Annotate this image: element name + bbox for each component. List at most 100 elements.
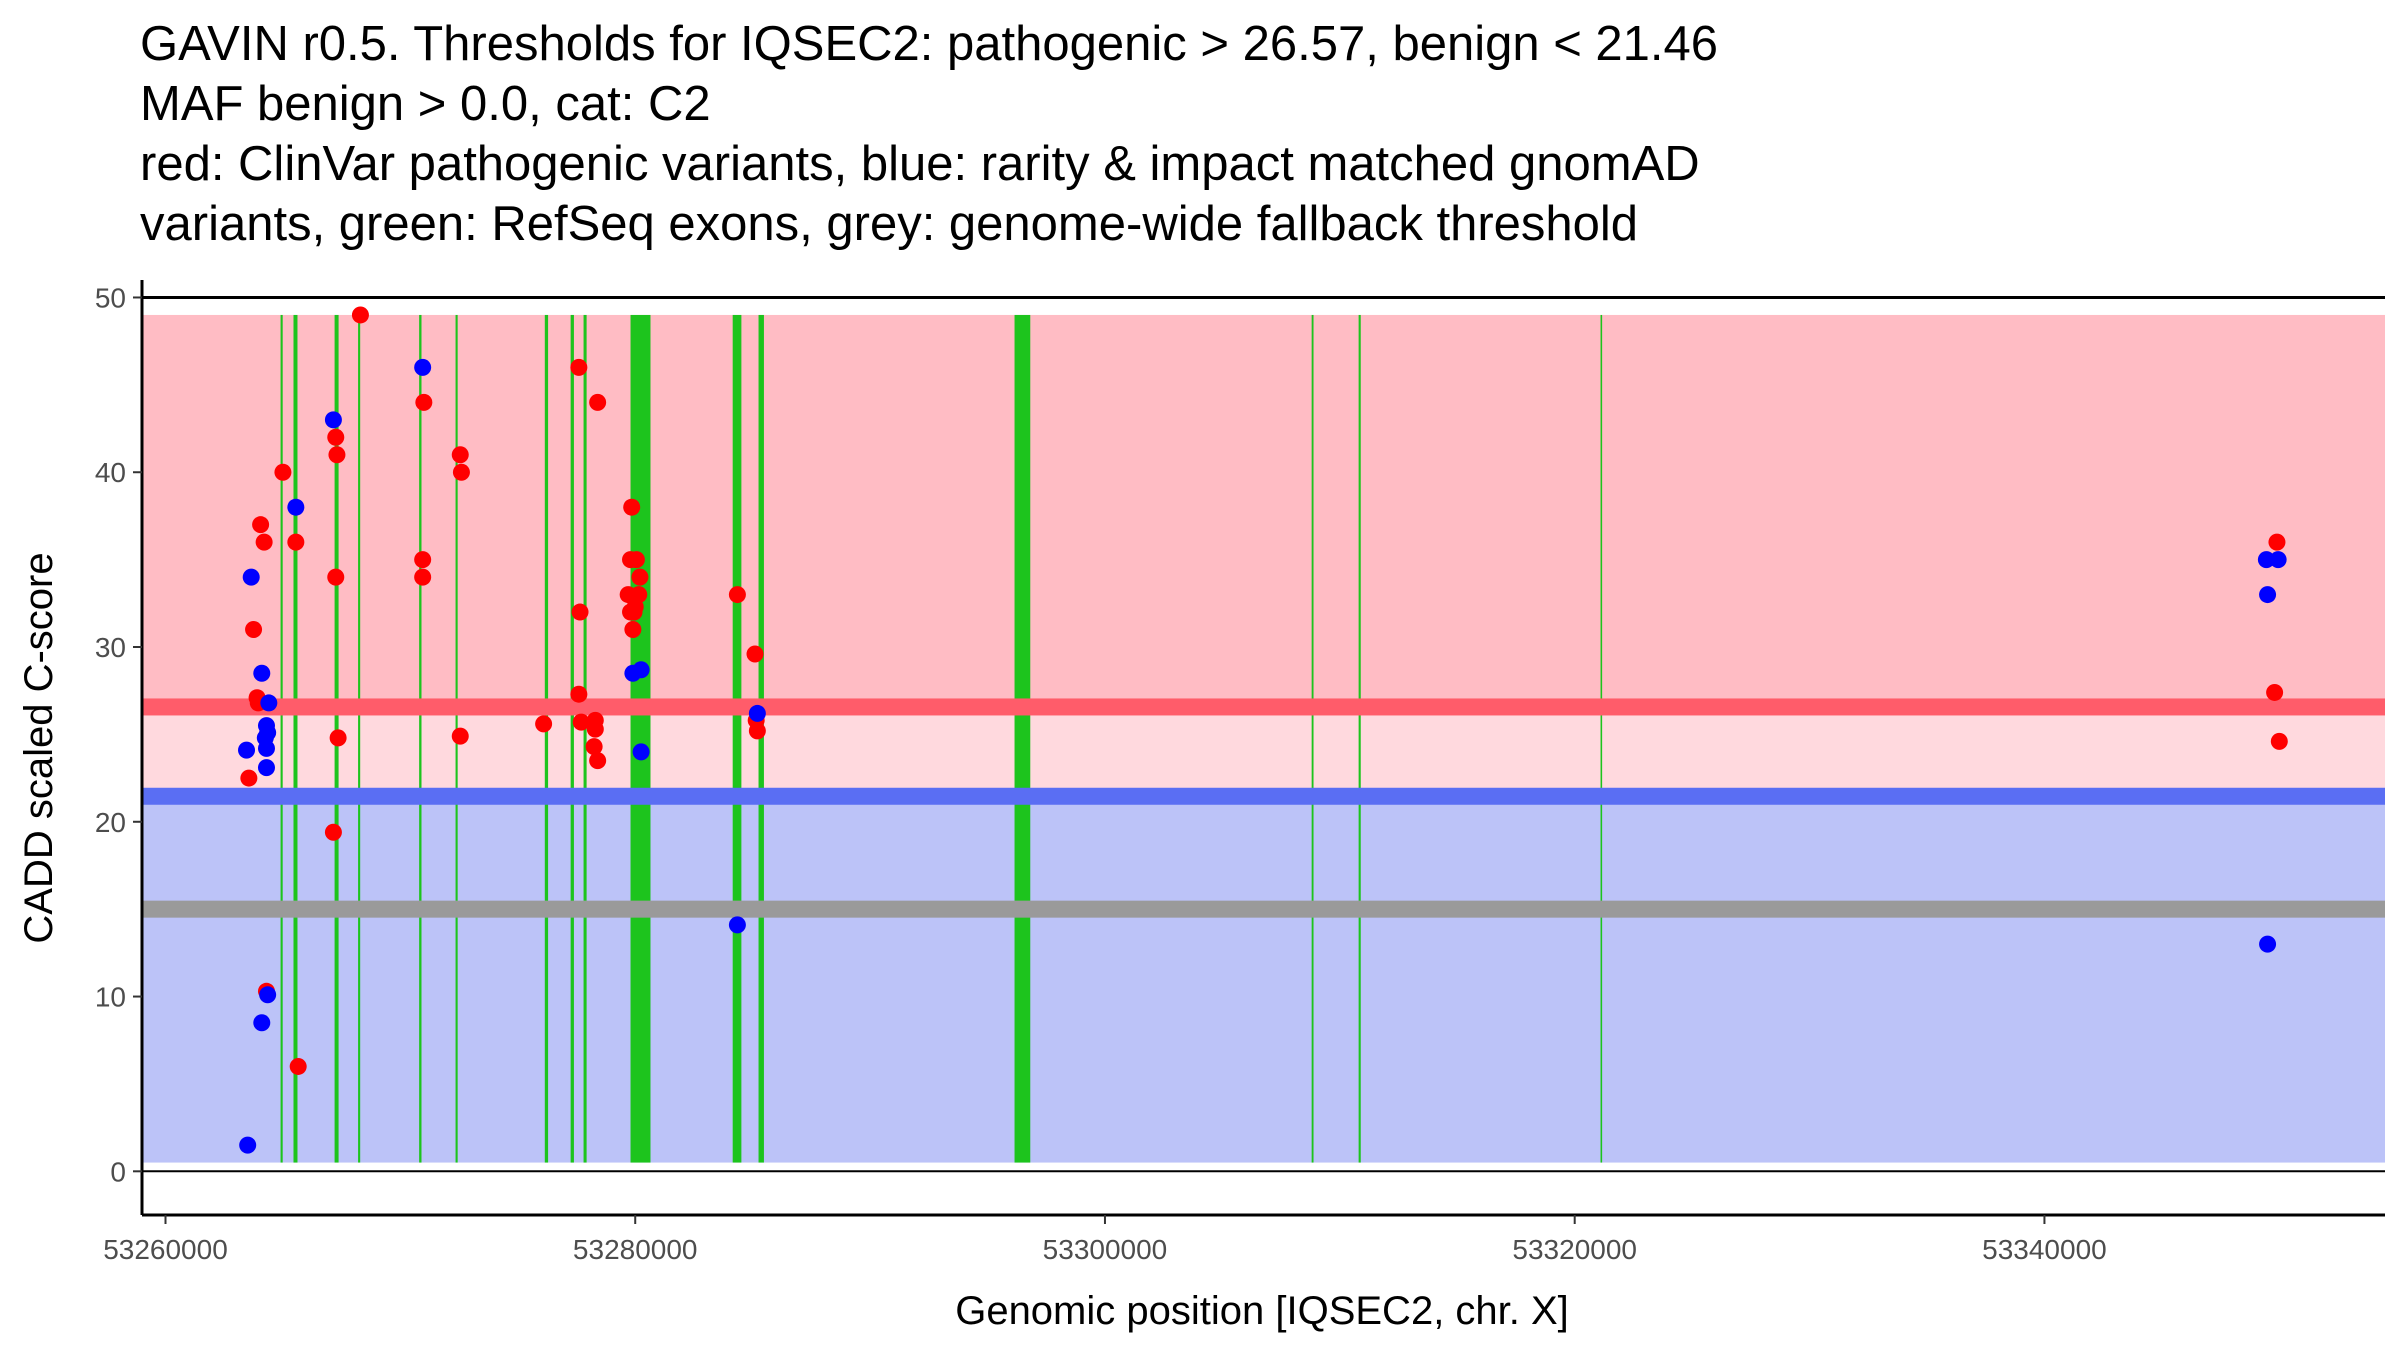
pathogenic-variant-point: [746, 645, 764, 663]
benign-variant-point: [259, 986, 277, 1004]
pathogenic-variant-point: [626, 598, 644, 616]
pathogenic-variant-point: [624, 621, 642, 639]
exon-bar: [293, 314, 298, 1163]
pathogenic-variant-point: [586, 720, 604, 738]
benign-variant-point: [728, 916, 746, 934]
pathogenic-variant-point: [414, 568, 432, 586]
pathogenic-variant-point: [2270, 732, 2288, 750]
pathogenic-variant-point: [728, 586, 746, 604]
y-tick-label: 50: [95, 282, 126, 313]
pathogenic-variant-point: [623, 498, 641, 516]
chart-title-line: MAF benign > 0.0, cat: C2: [140, 77, 711, 131]
benign-variant-point: [242, 568, 260, 586]
pathogenic-variant-point: [585, 738, 603, 756]
benign-variant-point: [257, 739, 275, 757]
pathogenic-variant-point: [287, 533, 305, 551]
chart-title-line: red: ClinVar pathogenic variants, blue: …: [140, 137, 1700, 191]
pathogenic-variant-point: [589, 752, 607, 770]
pathogenic-variant-point: [274, 463, 292, 481]
chart-title: GAVIN r0.5. Thresholds for IQSEC2: patho…: [140, 14, 2340, 254]
exon-bar: [758, 314, 764, 1163]
benign-variant-point: [2259, 935, 2277, 953]
variant-points: [238, 306, 2288, 1154]
pathogenic-variant-point: [570, 685, 588, 703]
benign-variant-point: [253, 664, 271, 682]
benign-variant-point: [2259, 586, 2277, 604]
pathogenic-variant-point: [327, 568, 345, 586]
pathogenic-threshold-line: [142, 698, 2385, 716]
pathogenic-variant-point: [589, 393, 607, 411]
y-axis-title: CADD scaled C-score: [17, 552, 61, 943]
x-tick-label: 53320000: [1512, 1234, 1637, 1265]
pathogenic-variant-point: [252, 516, 270, 534]
y-tick-label: 20: [95, 807, 126, 838]
pathogenic-variant-point: [327, 428, 345, 446]
exon-bar: [570, 314, 574, 1163]
exon-bar: [280, 314, 283, 1163]
benign-variant-point: [748, 704, 766, 722]
x-tick-label: 53260000: [103, 1234, 228, 1265]
pathogenic-variant-point: [627, 551, 645, 569]
pathogenic-variant-point: [451, 446, 469, 464]
exon-bar: [1358, 314, 1361, 1163]
exon-bar: [1311, 314, 1314, 1163]
benign-variant-point: [260, 694, 278, 712]
benign-variant-point: [632, 661, 650, 679]
exon-bar: [583, 314, 587, 1163]
benign-variant-point: [632, 743, 650, 761]
chart-title-line: GAVIN r0.5. Thresholds for IQSEC2: patho…: [140, 17, 1719, 71]
exon-bar: [419, 314, 422, 1163]
benign-variant-point: [2269, 551, 2287, 569]
pathogenic-variant-point: [535, 715, 553, 733]
benign-region: [142, 796, 2385, 1163]
pathogenic-variant-point: [415, 393, 433, 411]
pathogenic-variant-point: [240, 769, 258, 787]
fallback-threshold-line: [142, 900, 2385, 918]
benign-variant-point: [287, 498, 305, 516]
pathogenic-variant-point: [351, 306, 369, 324]
axes: 0 10 20 30 40 50 53260000 53280000 53300000 53320…: [95, 280, 2385, 1265]
y-tick-label: 10: [95, 982, 126, 1013]
benign-variant-point: [238, 741, 256, 759]
pathogenic-variant-point: [329, 729, 347, 747]
pathogenic-variant-point: [245, 621, 263, 639]
pathogenic-variant-point: [414, 551, 432, 569]
benign-variant-point: [257, 759, 275, 777]
benign-variant-point: [239, 1136, 257, 1154]
x-tick-label: 53300000: [1043, 1234, 1168, 1265]
y-tick-label: 30: [95, 632, 126, 663]
benign-threshold-line: [142, 787, 2385, 805]
pathogenic-variant-point: [255, 533, 273, 551]
pathogenic-variant-point: [452, 463, 470, 481]
pathogenic-variant-point: [289, 1057, 307, 1075]
x-axis-title: Genomic position [IQSEC2, chr. X]: [955, 1289, 1569, 1333]
benign-variant-point: [324, 411, 342, 429]
pathogenic-variant-point: [570, 358, 588, 376]
benign-variant-point: [253, 1014, 271, 1032]
pathogenic-variant-point: [324, 823, 342, 841]
pathogenic-variant-point: [451, 727, 469, 745]
pathogenic-region: [142, 314, 2385, 707]
chart-title-line: variants, green: RefSeq exons, grey: gen…: [140, 197, 1639, 251]
pathogenic-variant-point: [572, 713, 590, 731]
x-tick-label: 53340000: [1982, 1234, 2107, 1265]
x-tick-label: 53280000: [573, 1234, 698, 1265]
pathogenic-variant-point: [571, 603, 589, 621]
y-tick-label: 40: [95, 457, 126, 488]
threshold-regions: [142, 314, 2385, 1163]
pathogenic-variant-point: [2266, 683, 2284, 701]
pathogenic-variant-point: [2268, 533, 2286, 551]
y-tick-label: 0: [110, 1156, 126, 1187]
pathogenic-variant-point: [328, 446, 346, 464]
exon-bar: [544, 314, 549, 1163]
pathogenic-variant-point: [748, 722, 766, 740]
exon-bar: [1014, 314, 1031, 1163]
pathogenic-variant-point: [631, 568, 649, 586]
exon-bar: [1600, 314, 1603, 1163]
benign-variant-point: [2257, 551, 2275, 569]
threshold-lines: [142, 698, 2385, 918]
exon-bar: [630, 314, 651, 1163]
exon-bar: [358, 314, 361, 1163]
benign-variant-point: [414, 358, 432, 376]
